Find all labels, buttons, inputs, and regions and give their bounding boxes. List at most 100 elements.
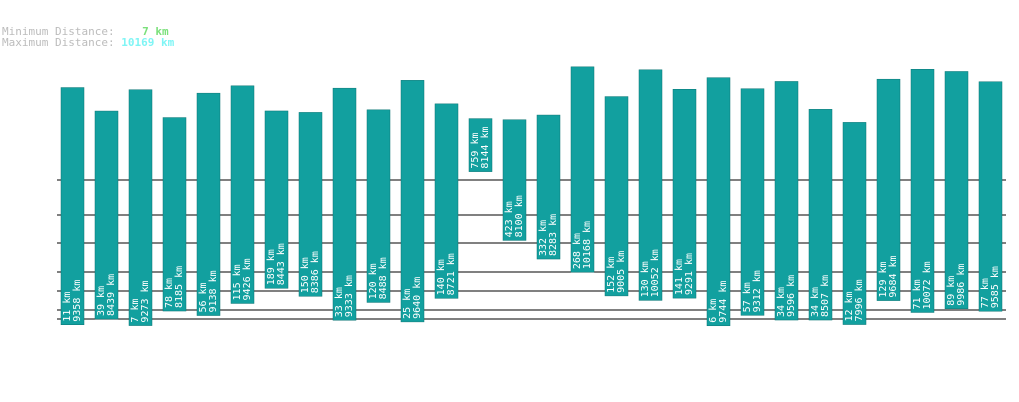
bar-group: 150 km 8386 km xyxy=(298,112,323,297)
bar-start-label: 759 km xyxy=(470,133,481,169)
bar-end-label: 9596 km xyxy=(786,275,797,317)
legend-max-row: Maximum Distance: 10169 km xyxy=(2,37,174,48)
distance-bar xyxy=(740,88,765,316)
bar-end-label: 9291 km xyxy=(684,253,695,295)
bar-group: 57 km 9312 km xyxy=(740,88,765,316)
bar-group: 12 km 7996 km xyxy=(842,122,867,325)
bar-group: 33 km 9333 km xyxy=(332,87,357,321)
bar-end-label: 8507 km xyxy=(820,275,831,317)
bar-start-label: 120 km xyxy=(368,263,379,299)
bar-end-label: 8443 km xyxy=(276,243,287,285)
bar-start-label: 33 km xyxy=(334,287,345,317)
bar-end-label: 9333 km xyxy=(344,275,355,317)
bar-start-label: 6 km xyxy=(708,299,719,323)
distance-bar xyxy=(638,69,663,301)
bar-group: 7 km 9273 km xyxy=(128,89,153,326)
distance-bar xyxy=(332,87,357,321)
distance-bar xyxy=(94,110,119,320)
bar-group: 56 km 9138 km xyxy=(196,92,221,316)
bar-end-label: 10072 km xyxy=(922,261,933,309)
bar-start-label: 39 km xyxy=(96,286,107,316)
distance-bar xyxy=(400,80,425,323)
bar-end-label: 8144 km xyxy=(480,126,491,168)
bar-group: 120 km 8488 km xyxy=(366,109,391,303)
bar-end-label: 8100 km xyxy=(514,195,525,237)
bar-group: 11 km 9358 km xyxy=(60,87,85,325)
distance-bar xyxy=(298,112,323,297)
bar-start-label: 150 km xyxy=(300,257,311,293)
bar-end-label: 7996 km xyxy=(854,279,865,321)
bar-group: 6 km 9744 km xyxy=(706,77,731,327)
distance-bar xyxy=(944,71,969,310)
distance-bar xyxy=(60,87,85,325)
distance-bar xyxy=(128,89,153,326)
distance-bar xyxy=(876,78,901,301)
bar-end-label: 9312 km xyxy=(752,270,763,312)
bar-group: 77 km 9585 km xyxy=(978,81,1003,312)
bar-end-label: 9426 km xyxy=(242,258,253,300)
distance-bar xyxy=(230,85,255,304)
legend-min-row: Minimum Distance: 7 km xyxy=(2,26,174,37)
bar-group: 34 km 8507 km xyxy=(808,109,833,321)
distance-bar xyxy=(434,103,459,299)
bar-start-label: 141 km xyxy=(674,259,685,295)
bar-start-label: 57 km xyxy=(742,282,753,312)
bar-group: 189 km 8443 km xyxy=(264,110,289,289)
bar-start-label: 152 km xyxy=(606,257,617,293)
bar-group: 39 km 8439 km xyxy=(94,110,119,320)
bar-start-label: 268 km xyxy=(572,233,583,269)
bar-start-label: 56 km xyxy=(198,282,209,312)
distance-bar xyxy=(536,114,561,260)
max-distance-label: Maximum Distance: xyxy=(2,36,115,49)
bar-start-label: 189 km xyxy=(266,249,277,285)
bars: 11 km 9358 km 39 km 8439 km 7 km 9273 km 78 km… xyxy=(60,66,1003,327)
bar-end-label: 8488 km xyxy=(378,257,389,299)
bar-group: 25 km 9640 km xyxy=(400,80,425,323)
bar-group: 423 km 8100 km xyxy=(502,119,527,241)
bar-end-label: 9005 km xyxy=(616,251,627,293)
bar-end-label: 9640 km xyxy=(412,277,423,319)
distance-bar xyxy=(978,81,1003,312)
distance-bar xyxy=(196,92,221,316)
distance-bar xyxy=(672,89,697,299)
distance-bar xyxy=(570,66,595,273)
bar-group: 141 km 9291 km xyxy=(672,89,697,299)
bar-group: 332 km 8283 km xyxy=(536,114,561,260)
distance-bar xyxy=(264,110,289,289)
min-distance-value: 7 km xyxy=(142,25,169,38)
bar-start-label: 423 km xyxy=(504,201,515,237)
distance-bar xyxy=(808,109,833,321)
bar-group: 89 km 9986 km xyxy=(944,71,969,310)
bar-start-label: 78 km xyxy=(164,278,175,308)
bar-end-label: 8721 km xyxy=(446,253,457,295)
bar-start-label: 12 km xyxy=(844,291,855,321)
bar-start-label: 115 km xyxy=(232,264,243,300)
distance-bar xyxy=(502,119,527,241)
bar-end-label: 9684 km xyxy=(888,255,899,297)
bar-start-label: 11 km xyxy=(62,292,73,322)
bar-start-label: 332 km xyxy=(538,220,549,256)
bar-end-label: 9585 km xyxy=(990,266,1001,308)
bar-start-label: 71 km xyxy=(912,279,923,309)
distance-bar xyxy=(706,77,731,327)
bar-group: 130 km 10052 km xyxy=(638,69,663,301)
bar-group: 34 km 9596 km xyxy=(774,81,799,321)
bar-start-label: 34 km xyxy=(810,287,821,317)
bar-group: 71 km 10072 km xyxy=(910,69,935,313)
distance-bar xyxy=(842,122,867,325)
bar-end-label: 8185 km xyxy=(174,266,185,308)
bar-group: 78 km 8185 km xyxy=(162,117,187,312)
distance-bar xyxy=(162,117,187,312)
bar-start-label: 7 km xyxy=(130,298,141,322)
bar-group: 129 km 9684 km xyxy=(876,78,901,301)
bar-start-label: 25 km xyxy=(402,289,413,319)
bar-end-label: 8283 km xyxy=(548,214,559,256)
distance-bar xyxy=(468,118,493,172)
min-distance-label: Minimum Distance: xyxy=(2,25,115,38)
distance-bar xyxy=(910,69,935,313)
bar-start-label: 129 km xyxy=(878,261,889,297)
distance-bar xyxy=(604,96,629,297)
max-distance-value: 10169 km xyxy=(121,36,175,49)
bar-group: 140 km 8721 km xyxy=(434,103,459,299)
